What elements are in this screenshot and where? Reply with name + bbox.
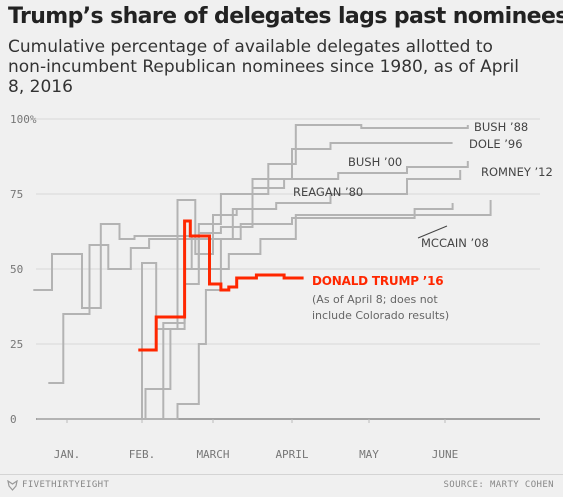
x-tick-label: JAN. (54, 448, 81, 461)
x-tick-label: FEB. (129, 448, 156, 461)
series-line-romney-12 (33, 200, 492, 309)
series-label: REAGAN ’80 (293, 185, 363, 199)
series-line-reagan-80 (37, 170, 462, 420)
series-line-mccain-08 (48, 203, 454, 384)
series-label: MCCAIN ’08 (421, 236, 489, 250)
brand-label: FIVETHIRTYEIGHT (22, 480, 110, 490)
series-line-donald-trump-16 (138, 219, 304, 352)
trump-annotation: (As of April 8; does not (312, 293, 438, 306)
y-tick-label: 0 (10, 413, 17, 426)
y-tick-label: 75 (10, 188, 23, 201)
x-tick-label: MARCH (196, 448, 229, 461)
chart-subtitle: Cumulative percentage of available deleg… (8, 37, 519, 97)
series-label: DONALD TRUMP ’16 (312, 274, 443, 288)
series-label: ROMNEY ’12 (481, 165, 553, 179)
chart-title: Trump’s share of delegates lags past nom… (8, 4, 563, 29)
trump-annotation: include Colorado results) (312, 309, 449, 322)
series-label: DOLE ’96 (469, 137, 523, 151)
series-line-bush-00 (119, 161, 469, 420)
y-tick-label: 25 (10, 338, 23, 351)
x-tick-label: JUNE (432, 448, 459, 461)
mccain-leader-line (417, 225, 448, 239)
footer-divider (0, 474, 563, 475)
series-line-bush-88 (134, 124, 469, 420)
source-label: SOURCE: MARTY COHEN (443, 480, 554, 490)
y-tick-label: 100% (10, 113, 37, 126)
series-label: BUSH ’88 (474, 120, 528, 134)
x-tick-label: APRIL (275, 448, 308, 461)
x-tick-label: MAY (359, 448, 379, 461)
y-tick-label: 50 (10, 263, 23, 276)
fivethirtyeight-fox-icon (7, 480, 18, 491)
series-label: BUSH ’00 (348, 155, 402, 169)
